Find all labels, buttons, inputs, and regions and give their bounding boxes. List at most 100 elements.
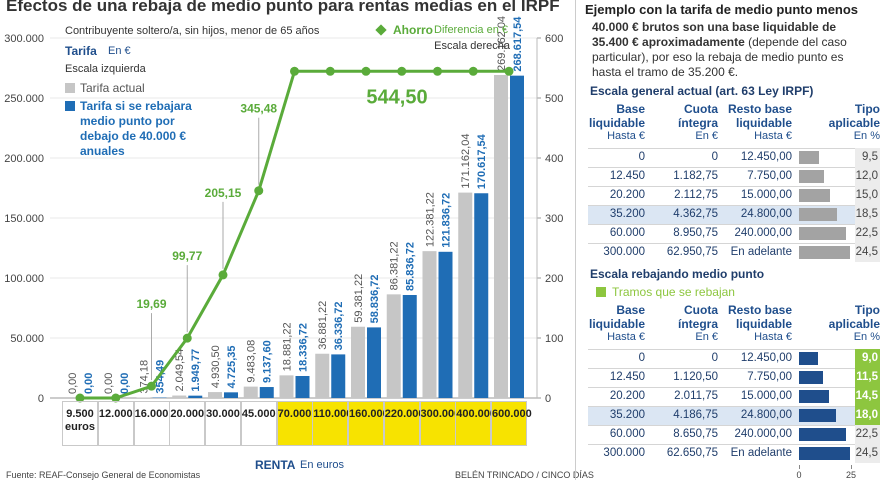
rate-bar — [799, 227, 846, 240]
table-cell: 15,0 — [855, 189, 878, 201]
line-point — [397, 66, 407, 76]
table-cell: 9,5 — [862, 151, 878, 163]
line-point — [325, 66, 335, 76]
rate-bar — [799, 371, 823, 384]
table-cell: 8.650,75 — [673, 428, 718, 440]
table-cell: 20.200 — [609, 390, 645, 402]
y-tick-label: 50.000 — [10, 333, 44, 345]
table-row — [588, 148, 880, 167]
table-cell: 12,0 — [855, 170, 878, 182]
panel-divider — [575, 0, 576, 480]
value-label: 2.049,54 — [174, 349, 186, 392]
legend-swatch — [596, 287, 606, 297]
table-cell: En adelante — [730, 447, 792, 459]
panel-text-bold: 40.000 € brutos son una base liquidable … — [592, 20, 837, 49]
table-cell: 24.800,00 — [740, 409, 792, 421]
source: Fuente: REAF-Consejo General de Economis… — [6, 470, 201, 480]
table-cell: 11,5 — [856, 371, 878, 383]
x-tick-label: 30.000 — [205, 401, 241, 446]
table-cell: 24,5 — [855, 246, 878, 258]
x-tick-label: 70.000 — [276, 401, 313, 446]
rate-bar — [799, 390, 830, 403]
column-unit: En € — [695, 331, 718, 343]
table-row — [588, 425, 880, 444]
value-label: 269.162,04 — [496, 16, 508, 71]
column-unit: Hasta € — [607, 331, 645, 343]
line-point — [111, 393, 121, 403]
table-cell: 1.182,75 — [673, 170, 718, 182]
table-row — [588, 224, 880, 243]
legend-swatch — [65, 83, 75, 93]
table-row — [588, 349, 880, 368]
bar — [422, 251, 437, 398]
table-cell: 24,5 — [855, 447, 878, 459]
rate-cell-bg — [855, 205, 880, 224]
panel-text-body: (depende del caso particular), por eso l… — [592, 35, 847, 79]
x-tick-label: 400.000 — [455, 401, 496, 446]
table-title: Escala rebajando medio punto — [590, 267, 765, 281]
rate-bar — [799, 246, 850, 259]
bar — [224, 392, 238, 398]
value-label: 0,00 — [83, 373, 95, 394]
bar — [188, 395, 203, 398]
table-cell: 240.000,00 — [734, 428, 792, 440]
table-cell: 0 — [638, 352, 645, 364]
column-unit: Hasta € — [754, 331, 792, 343]
y-tick-label: 100.000 — [4, 273, 44, 285]
line-point — [433, 66, 442, 76]
rate-bar — [799, 409, 837, 422]
table-cell: 300.000 — [603, 447, 645, 459]
x-tick-label: 12.000 — [97, 401, 134, 446]
value-label: 0,00 — [103, 373, 115, 394]
y-unit: En € — [108, 45, 131, 57]
table-row — [588, 186, 880, 205]
rate-cell-bg — [855, 186, 880, 205]
bar — [351, 326, 365, 398]
y2-tick-label: 0 — [545, 393, 551, 405]
table-cell: 20.200 — [609, 189, 645, 201]
x-tick-label: 110.000 — [312, 401, 352, 446]
panel-title: Ejemplo con la tarifa de medio punto men… — [585, 2, 859, 17]
value-label: 18.881,22 — [282, 322, 294, 371]
rate-bar — [799, 189, 831, 202]
rate-cell-bg — [855, 224, 880, 243]
x-tick-label: 220.000 — [383, 401, 425, 446]
value-label: 19,69 — [136, 297, 166, 311]
table-title: Escala general actual (art. 63 Ley IRPF) — [590, 84, 814, 98]
bar — [279, 375, 294, 398]
line-point — [147, 381, 156, 391]
rate-axis-tick — [799, 465, 800, 469]
table-cell: 300.000 — [603, 246, 645, 258]
y-tick-label: 0 — [38, 393, 44, 405]
table-cell: 8.950,75 — [673, 227, 718, 239]
table-row — [588, 444, 880, 463]
value-label: 0,00 — [67, 373, 79, 394]
column-header: Base liquidable — [588, 303, 645, 331]
x-tick-label: 9.500 euros — [62, 401, 98, 446]
table-cell: 1.120,50 — [673, 371, 718, 383]
line-point — [290, 66, 299, 76]
table-row — [588, 167, 880, 186]
panel-text: 40.000 € brutos son una base liquidable … — [592, 20, 862, 80]
table-cell: 0 — [638, 151, 645, 163]
column-unit: Hasta € — [607, 130, 645, 142]
table-cell: 7.750,00 — [747, 371, 792, 383]
rate-bar — [799, 151, 819, 164]
x-tick-label: 20.000 — [169, 401, 206, 446]
table-cell: 0 — [711, 151, 718, 163]
value-label: 99,77 — [172, 249, 202, 263]
rate-cell-bg — [855, 148, 880, 167]
column-header: Tipo aplicable — [828, 303, 880, 331]
rate-bar — [799, 208, 838, 221]
bar — [243, 386, 258, 398]
table-cell: 22,5 — [855, 428, 878, 440]
credit: BELÉN TRINCADO / CINCO DÍAS — [455, 470, 594, 480]
rate-axis-label: 0 — [796, 470, 802, 480]
y-tick-label: 150.000 — [4, 213, 44, 225]
rate-axis-tick — [851, 465, 852, 469]
value-label: 9.483,08 — [246, 340, 258, 383]
y2-note: Escala derecha — [434, 40, 510, 52]
column-header: Cuota íntegra — [677, 303, 718, 331]
column-header: Cuota íntegra — [677, 102, 718, 130]
x-unit: En euros — [300, 459, 345, 471]
